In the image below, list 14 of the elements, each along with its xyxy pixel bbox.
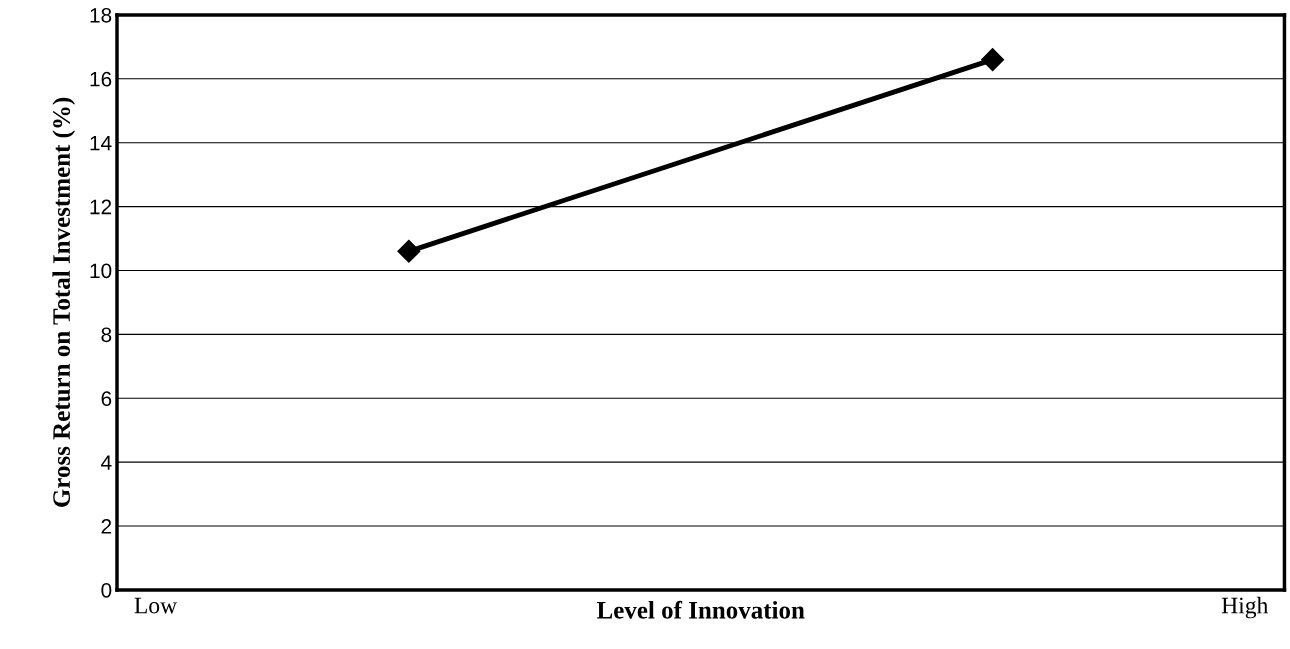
y-axis-title: Gross Return on Total Investment (%) [52, 97, 76, 507]
y-tick-label: 14 [90, 135, 112, 151]
x-axis-title: Level of Innovation [596, 600, 805, 619]
y-tick-label: 12 [90, 199, 112, 215]
y-tick-label: 10 [90, 263, 112, 279]
y-tick-label: 8 [101, 327, 112, 343]
y-tick-label: 0 [101, 582, 112, 598]
y-tick-label: 2 [101, 519, 112, 534]
text: Low [134, 597, 178, 614]
y-tick-label: 4 [101, 455, 112, 470]
y-tick-label: 16 [90, 71, 112, 87]
y-tick-label: 6 [101, 391, 112, 407]
text: High [1221, 596, 1269, 619]
y-tick-label: 18 [90, 7, 112, 23]
